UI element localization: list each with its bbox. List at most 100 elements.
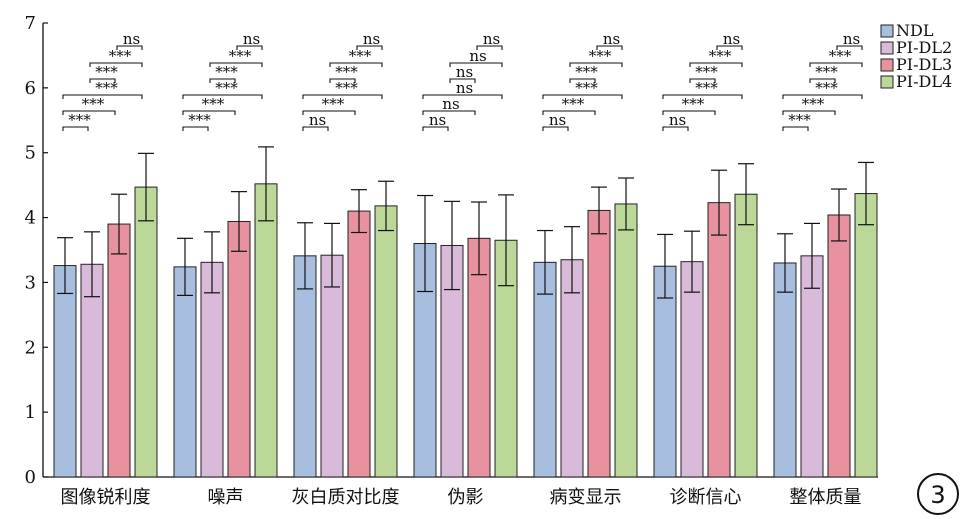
significance-bracket [329,62,383,67]
significance-bracket [542,110,596,115]
significance-bracket [182,94,263,99]
bar [773,262,797,478]
bar [107,223,131,478]
significance-label: ns [456,63,473,81]
significance-bracket [209,78,236,83]
significance-label: *** [575,79,598,97]
significance-label: ns [429,111,446,129]
significance-layer: ***************ns***************nsns****… [62,30,863,131]
significance-bracket [89,62,143,67]
category-labels: 图像锐利度 噪声 灰白质对比度 伪影 病变显示 诊断信心 整体质量 [61,487,862,508]
significance-label: *** [215,79,238,97]
legend-swatch [880,75,894,89]
significance-bracket [329,78,356,83]
significance-bracket [62,110,116,115]
legend-label: PI-DL3 [896,55,952,74]
significance-bracket [182,110,236,115]
bar [347,210,371,478]
significance-label: *** [682,95,705,113]
bar [800,255,824,478]
bar [254,183,278,478]
significance-label: ns [363,30,380,48]
category-label: 伪影 [448,487,484,508]
significance-bracket [89,78,116,83]
significance-bracket [569,78,596,83]
significance-label: *** [68,111,91,129]
y-tick-label: 7 [25,13,36,34]
category-label: 图像锐利度 [61,487,151,508]
significance-bracket [62,126,89,131]
significance-bracket [302,126,329,131]
bar [320,254,344,478]
significance-label: *** [82,95,105,113]
y-tick-label: 1 [25,402,36,423]
significance-bracket [689,78,716,83]
significance-bracket [809,78,836,83]
significance-label: *** [829,47,852,65]
y-tick-label: 0 [25,467,36,488]
significance-label: *** [322,95,345,113]
bar [680,261,704,478]
significance-label: ns [243,30,260,48]
legend-swatch [880,58,894,72]
significance-label: *** [188,111,211,129]
significance-label: *** [562,95,585,113]
significance-bracket [662,94,743,99]
significance-bracket [542,94,623,99]
legend-swatch [880,24,894,38]
significance-bracket [542,126,569,131]
bar [587,209,611,478]
significance-bracket [302,94,383,99]
category-label: 诊断信心 [670,487,742,508]
error-bars-layer [57,146,874,299]
legend-swatch [880,41,894,55]
significance-bracket [782,94,863,99]
significance-label: *** [109,47,132,65]
significance-label: ns [723,30,740,48]
bar [707,202,731,478]
y-tick-label: 2 [25,337,36,358]
legend-label: PI-DL4 [896,72,952,91]
significance-bracket [809,62,863,67]
significance-label: *** [695,79,718,97]
figure-number: 3 [930,481,945,509]
significance-label: *** [788,111,811,129]
significance-bracket [209,62,263,67]
significance-label: *** [229,47,252,65]
significance-bracket [422,94,503,99]
legend-label: PI-DL2 [896,38,952,57]
bar [614,203,638,478]
significance-bracket [422,126,449,131]
significance-label: *** [95,79,118,97]
significance-label: *** [815,63,838,81]
significance-bracket [689,62,743,67]
significance-bracket [422,110,476,115]
bar [227,220,251,478]
significance-bracket [356,45,383,50]
significance-label: *** [215,63,238,81]
significance-bracket [476,45,503,50]
significance-bracket [662,126,689,131]
significance-bracket [116,45,143,50]
bar [734,193,758,478]
category-label: 整体质量 [790,487,862,508]
significance-label: *** [95,63,118,81]
category-label: 病变显示 [550,487,622,508]
significance-label: *** [335,79,358,97]
figure-badge: 3 [917,473,959,515]
significance-bracket [836,45,863,50]
bar [854,193,878,478]
bar [827,214,851,478]
significance-label: ns [456,79,473,97]
significance-label: *** [202,95,225,113]
significance-label: *** [589,47,612,65]
significance-label: *** [575,63,598,81]
significance-label: ns [442,95,459,113]
significance-label: *** [709,47,732,65]
bar [374,205,398,478]
significance-label: ns [843,30,860,48]
significance-bracket [449,78,476,83]
y-tick-label: 6 [25,78,36,99]
